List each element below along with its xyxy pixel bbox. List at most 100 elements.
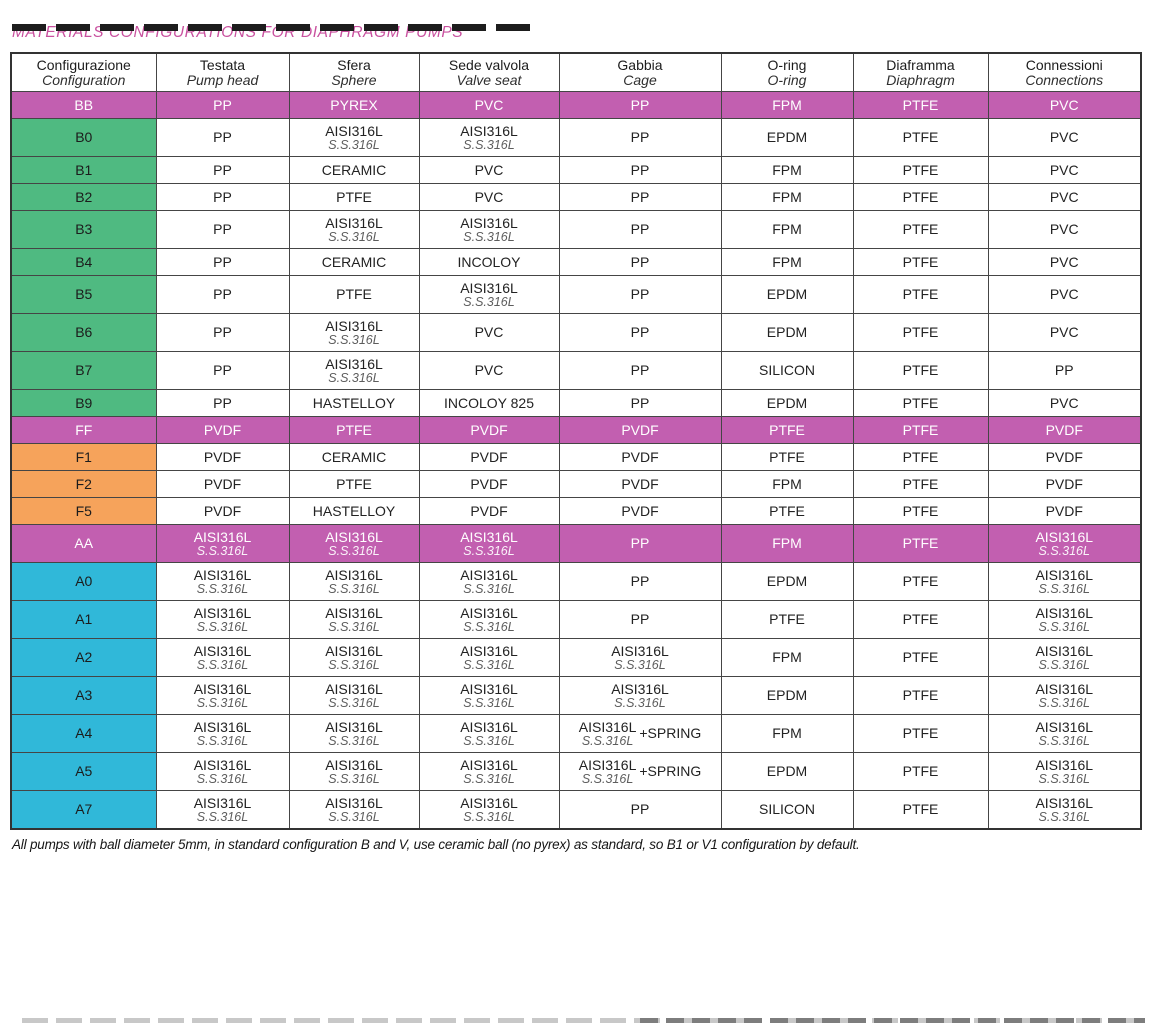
cell-material-alt: S.S.316L — [328, 581, 380, 596]
cell-material: PTFE — [902, 362, 939, 378]
table-row: B6 PP AISI316L S.S.316L PVC PP EPDM PTFE PVC — [10, 312, 1142, 352]
header-label-it: Configurazione — [36, 56, 131, 73]
table-cell: AISI316L S.S.316L — [558, 637, 722, 677]
cell-material: PP — [630, 286, 650, 302]
cell-material: PVDF — [203, 421, 242, 438]
cell-material: PP — [213, 362, 232, 378]
header-label-it: Diaframma — [886, 56, 955, 73]
table-cell: EPDM — [720, 274, 854, 314]
table-cell: PVDF — [987, 442, 1142, 471]
table-header-cell: O-ring O-ring — [720, 52, 854, 92]
table-cell: INCOLOY — [418, 247, 560, 276]
cell-material: PTFE — [902, 687, 939, 703]
table-cell: PP — [558, 274, 722, 314]
cell-material-alt: S.S.316L — [463, 294, 515, 309]
config-cell: F2 — [10, 469, 157, 498]
table-cell: AISI316L S.S.316L — [987, 751, 1142, 791]
cell-material: PTFE — [769, 611, 805, 627]
cell-material: PP — [213, 161, 232, 178]
cell-stack: AISI316L S.S.316L — [579, 757, 637, 786]
cell-material: AISI316L — [193, 566, 252, 583]
cell-material: AISI316L — [460, 680, 518, 697]
table-cell: PVC — [418, 182, 560, 211]
cell-material-alt: S.S.316L — [328, 771, 380, 786]
cell-material-alt: S.S.316L — [463, 733, 515, 748]
table-cell: PVDF — [987, 415, 1142, 444]
cell-material: HASTELLOY — [312, 502, 396, 519]
table-cell: PVDF — [558, 442, 722, 471]
cell-material: AISI316L — [325, 756, 383, 773]
cell-material: PP — [213, 324, 232, 340]
cell-material: PP — [630, 362, 650, 378]
cell-material: AISI316L — [460, 566, 518, 583]
table-cell: EPDM — [720, 312, 854, 352]
table-cell: AISI316L S.S.316L — [987, 561, 1142, 601]
cell-material-alt: S.S.316L — [328, 619, 380, 634]
cell-material-alt: S.S.316L — [196, 581, 249, 596]
cell-material: AISI316L — [325, 566, 383, 583]
cell-material: PP — [630, 253, 650, 270]
header-label-en: Sphere — [331, 71, 377, 88]
table-cell: PTFE — [852, 274, 989, 314]
table-cell: PTFE — [852, 155, 989, 184]
cell-material-alt: S.S.316L — [328, 229, 380, 244]
cell-material: PTFE — [902, 573, 939, 589]
cell-material: AISI316L — [325, 317, 383, 334]
table-cell: PTFE — [852, 90, 989, 119]
table-row: A2 AISI316L S.S.316L AISI316L S.S.316L AISI31… — [10, 637, 1142, 677]
cell-material: EPDM — [766, 129, 808, 145]
cell-material: PVDF — [470, 448, 508, 465]
cell-material: PVDF — [621, 421, 659, 438]
header-label-it: Testata — [199, 56, 246, 73]
table-cell: AISI316L S.S.316L — [418, 599, 560, 639]
table-cell: AISI316L S.S.316L — [288, 713, 420, 753]
cell-material: PTFE — [902, 725, 939, 741]
cell-material: PTFE — [902, 801, 939, 817]
table-cell: CERAMIC — [288, 442, 420, 471]
cell-material: PTFE — [902, 161, 939, 178]
table-cell: PTFE — [852, 182, 989, 211]
cell-material: PVDF — [203, 502, 242, 519]
cell-material: PP — [213, 188, 232, 205]
table-cell: FPM — [720, 209, 854, 249]
page: MATERIALS CONFIGURATIONS FOR DIAPHRAGM P… — [0, 24, 1150, 852]
table-cell: PTFE — [720, 415, 854, 444]
cell-material: PVC — [1049, 221, 1079, 237]
table-cell: AISI316L S.S.316L — [418, 713, 560, 753]
cell-material: PVC — [1049, 253, 1079, 270]
table-cell: AISI316L S.S.316L — [288, 751, 420, 791]
table-row: B4 PP CERAMIC INCOLOY PP FPM PTFE PVC — [10, 247, 1142, 276]
table-cell: PVDF — [987, 496, 1142, 525]
cell-material: FPM — [772, 725, 802, 741]
table-cell: FPM — [720, 469, 854, 498]
table-cell: AISI316L S.S.316L +SPRING — [558, 751, 722, 791]
table-cell: PVDF — [987, 469, 1142, 498]
table-cell: AISI316L S.S.316L — [418, 637, 560, 677]
config-cell: A4 — [10, 713, 157, 753]
table-cell: AISI316L S.S.316L — [418, 675, 560, 715]
config-cell: A5 — [10, 751, 157, 791]
cell-material-alt: S.S.316L — [328, 370, 380, 385]
cell-material: FPM — [772, 535, 802, 551]
cell-material: PP — [630, 221, 650, 237]
cell-material: PVDF — [470, 475, 508, 492]
table-cell: PTFE — [720, 442, 854, 471]
cell-material: PVDF — [1045, 448, 1083, 465]
table-cell: PTFE — [852, 209, 989, 249]
cell-material-alt: S.S.316L — [196, 695, 249, 710]
cell-material: PVDF — [621, 475, 659, 492]
config-cell: B6 — [10, 312, 157, 352]
cell-material-alt: S.S.316L — [1038, 771, 1090, 786]
cell-material: PVDF — [1045, 421, 1083, 438]
cell-material: EPDM — [766, 324, 808, 340]
cell-material: AISI316L — [578, 756, 637, 773]
table-cell: PP — [155, 209, 290, 249]
cell-material-alt: S.S.316L — [463, 543, 515, 558]
table-cell: PVC — [987, 247, 1142, 276]
materials-table: Configurazione Configuration Testata Pump h… — [10, 52, 1142, 830]
header-label-it: Sfera — [337, 56, 371, 73]
table-header-cell: Diaframma Diaphragm — [852, 52, 989, 92]
table-cell: EPDM — [720, 751, 854, 791]
table-row: BB PP PYREX PVC PP FPM PTFE PVC — [10, 90, 1142, 119]
config-cell: B0 — [10, 117, 157, 157]
